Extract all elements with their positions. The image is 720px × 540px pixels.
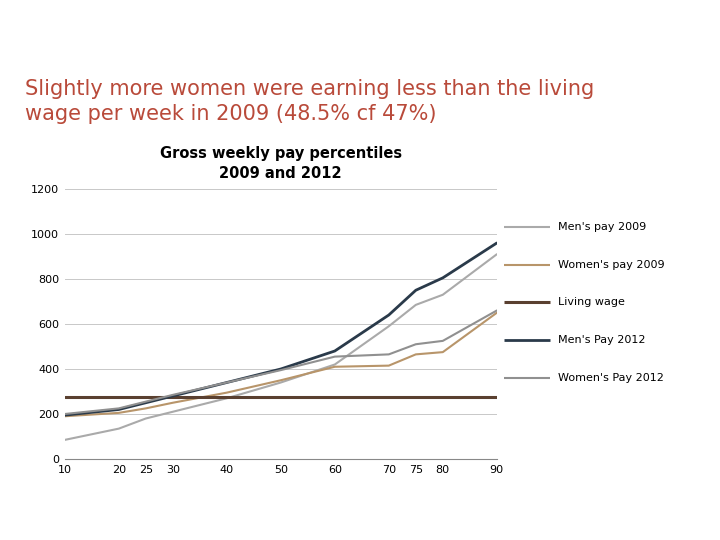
Text: Women's pay 2009: Women's pay 2009 [558,260,665,269]
Title: Gross weekly pay percentiles
2009 and 2012: Gross weekly pay percentiles 2009 and 20… [160,146,402,181]
Text: Men's pay 2009: Men's pay 2009 [558,222,647,232]
Text: Slightly more women were earning less than the living
wage per week in 2009 (48.: Slightly more women were earning less th… [25,79,595,124]
Text: Living wage: Living wage [558,298,625,307]
Text: Women's Pay 2012: Women's Pay 2012 [558,373,664,383]
Text: Men's Pay 2012: Men's Pay 2012 [558,335,646,345]
